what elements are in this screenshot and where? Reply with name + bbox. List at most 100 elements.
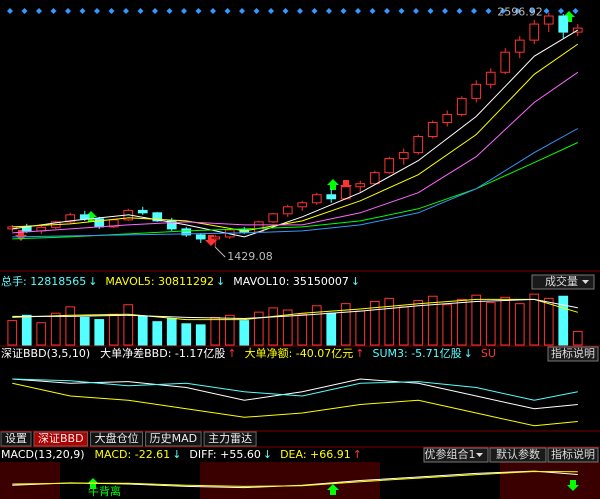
volume-bar xyxy=(442,304,453,346)
volume-bar xyxy=(137,315,148,346)
marker-diamond xyxy=(558,8,564,14)
dropdown[interactable] xyxy=(531,274,595,290)
volume-bar xyxy=(326,312,337,346)
volume-bar xyxy=(471,294,482,346)
candle-body xyxy=(529,23,540,41)
volume-bar xyxy=(79,316,90,346)
button-label[interactable]: 指标说明 xyxy=(551,447,595,461)
volume-bar xyxy=(152,321,163,346)
indicator-readout: MACD(13,20,9) xyxy=(1,448,85,461)
candle-body xyxy=(355,183,366,188)
marker-diamond xyxy=(442,8,448,14)
candle-body xyxy=(427,121,438,138)
marker-diamond xyxy=(297,8,303,14)
low-label: 1429.08 xyxy=(227,250,273,263)
indicator-line xyxy=(12,71,579,234)
button[interactable] xyxy=(547,447,599,463)
volume-bar xyxy=(282,309,293,346)
indicator-line xyxy=(12,128,579,238)
candle-body xyxy=(311,194,322,204)
marker-diamond xyxy=(195,8,202,14)
marker-diamond xyxy=(413,8,419,14)
volume-bar xyxy=(166,318,177,346)
volume-bar xyxy=(65,306,76,346)
candle-body xyxy=(282,206,293,215)
indicator-readout: 深证BBD(3,5,10) xyxy=(1,347,90,360)
trend-arrow: ↓ xyxy=(263,448,272,461)
volume-bar xyxy=(529,293,540,346)
tab[interactable] xyxy=(145,431,202,447)
tab-label[interactable]: 历史MAD xyxy=(150,432,198,445)
volume-bar xyxy=(543,297,554,346)
indicator-readout: MAVOL5: 30811292 xyxy=(105,275,214,288)
volume-bar xyxy=(268,307,279,346)
high-label: 2596.92 xyxy=(497,6,543,19)
tab[interactable] xyxy=(90,431,144,447)
marker-diamond xyxy=(311,8,318,14)
indicator-readout: SUM3: -5.71亿股 xyxy=(372,347,461,360)
volume-bar xyxy=(514,303,525,346)
marker-diamond xyxy=(181,8,187,14)
candle-body xyxy=(268,213,279,223)
candle-body xyxy=(79,214,90,220)
button[interactable] xyxy=(547,346,599,362)
indicator-line xyxy=(12,382,578,427)
tab-label[interactable]: 主力雷达 xyxy=(208,432,252,445)
candle-body xyxy=(137,209,148,214)
volume-bar xyxy=(224,314,235,346)
marker-diamond xyxy=(326,8,332,14)
button-label[interactable]: 优参组合1 xyxy=(425,447,476,461)
volume-bar xyxy=(500,296,511,346)
tab[interactable] xyxy=(33,431,89,447)
button[interactable] xyxy=(489,447,547,463)
volume-bar xyxy=(94,319,105,346)
candle-body xyxy=(514,39,525,53)
tab[interactable] xyxy=(203,431,257,447)
marker-diamond xyxy=(36,8,42,14)
volume-bar xyxy=(485,302,496,346)
volume-bar xyxy=(123,304,134,346)
indicator-line xyxy=(12,298,578,321)
indicator-line xyxy=(12,378,578,401)
divergence-label: 牛背离 xyxy=(88,484,121,498)
button[interactable] xyxy=(423,447,489,463)
candle-body xyxy=(398,152,409,160)
volume-bar xyxy=(355,310,366,346)
volume-bar xyxy=(558,295,569,346)
candle-body xyxy=(326,194,337,200)
tab-label[interactable]: 深证BBD xyxy=(38,432,84,445)
marker-diamond xyxy=(384,8,390,14)
candle-body xyxy=(485,71,496,85)
candle-body xyxy=(297,202,308,208)
indicator-readout: 总手: 12818565 xyxy=(1,274,86,288)
marker-diamond xyxy=(355,8,361,14)
trend-arrow: ↑ xyxy=(227,347,236,360)
volume-bar xyxy=(181,323,192,346)
tab-label[interactable]: 设置 xyxy=(5,432,27,445)
dropdown-caret xyxy=(476,453,483,457)
marker-diamond xyxy=(50,8,57,14)
marker-diamond xyxy=(253,8,260,14)
volume-bar xyxy=(456,298,467,346)
marker-diamond xyxy=(239,8,245,14)
indicator-readout: 大单净差BBD: -1.17亿股 xyxy=(100,346,225,360)
marker-diamond xyxy=(108,8,115,14)
button-label[interactable]: 指标说明 xyxy=(551,346,595,360)
marker-diamond xyxy=(572,8,579,14)
candle-body xyxy=(166,220,177,230)
candle-body xyxy=(442,113,453,123)
candle-body xyxy=(384,158,395,174)
button-label[interactable]: 默认参数 xyxy=(496,447,540,461)
marker-diamond xyxy=(514,8,521,14)
candle-body xyxy=(195,234,206,240)
candle-body xyxy=(543,15,554,25)
trend-arrow: ↑ xyxy=(353,448,362,461)
dropdown-label[interactable]: 成交量 xyxy=(545,274,578,288)
trend-arrow: ↓ xyxy=(88,275,97,288)
tab[interactable] xyxy=(0,431,32,447)
volume-bar xyxy=(36,322,47,346)
marker-diamond xyxy=(529,8,535,14)
tab-label[interactable]: 大盘仓位 xyxy=(95,431,139,445)
volume-bar xyxy=(195,324,206,346)
marker-diamond xyxy=(210,8,216,14)
